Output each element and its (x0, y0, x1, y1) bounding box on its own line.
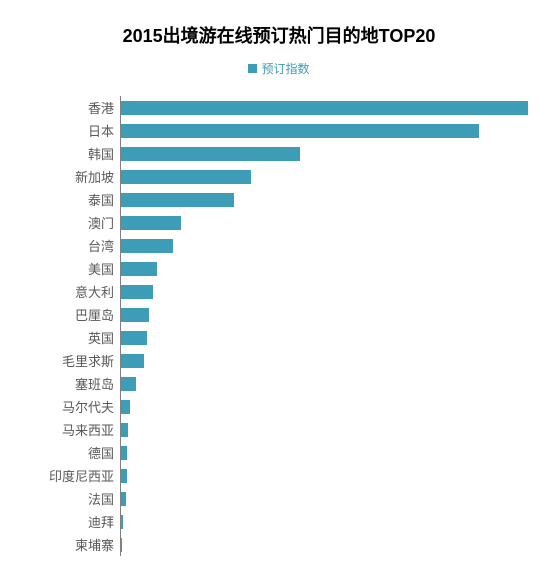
bar (120, 331, 147, 345)
bar-track (120, 510, 528, 533)
y-axis-line (120, 96, 121, 556)
category-label: 美国 (30, 259, 120, 278)
bar (120, 308, 149, 322)
bar (120, 216, 181, 230)
bar-row: 马来西亚 (30, 418, 528, 441)
category-label: 香港 (30, 98, 120, 117)
bar (120, 354, 144, 368)
bar (120, 239, 173, 253)
bar-row: 印度尼西亚 (30, 464, 528, 487)
category-label: 法国 (30, 489, 120, 508)
category-label: 迪拜 (30, 512, 120, 531)
bar (120, 147, 300, 161)
category-label: 巴厘岛 (30, 305, 120, 324)
category-label: 马来西亚 (30, 420, 120, 439)
category-label: 澳门 (30, 213, 120, 232)
bar-row: 新加坡 (30, 165, 528, 188)
category-label: 新加坡 (30, 167, 120, 186)
chart-container: 2015出境游在线预订热门目的地TOP20 预订指数 香港日本韩国新加坡泰国澳门… (0, 0, 558, 584)
category-label: 意大利 (30, 282, 120, 301)
category-label: 毛里求斯 (30, 351, 120, 370)
bar-row: 意大利 (30, 280, 528, 303)
bar (120, 377, 136, 391)
bar-row: 香港 (30, 96, 528, 119)
bar-track (120, 211, 528, 234)
bar-row: 法国 (30, 487, 528, 510)
bar-track (120, 395, 528, 418)
bar-track (120, 188, 528, 211)
bar (120, 124, 479, 138)
category-label: 塞班岛 (30, 374, 120, 393)
bar (120, 446, 127, 460)
bar-row: 英国 (30, 326, 528, 349)
bar-track (120, 372, 528, 395)
bar-row: 毛里求斯 (30, 349, 528, 372)
bar-row: 台湾 (30, 234, 528, 257)
category-label: 柬埔寨 (30, 535, 120, 554)
bar-row: 韩国 (30, 142, 528, 165)
bar-track (120, 280, 528, 303)
bar-track (120, 142, 528, 165)
bar-row: 塞班岛 (30, 372, 528, 395)
bar (120, 423, 128, 437)
bar-track (120, 464, 528, 487)
category-label: 泰国 (30, 190, 120, 209)
bar-row: 德国 (30, 441, 528, 464)
bar-track (120, 326, 528, 349)
bar-track (120, 234, 528, 257)
bar (120, 170, 251, 184)
bar-track (120, 303, 528, 326)
plot-area: 香港日本韩国新加坡泰国澳门台湾美国意大利巴厘岛英国毛里求斯塞班岛马尔代夫马来西亚… (30, 96, 528, 556)
bar-track (120, 96, 528, 119)
bar-row: 柬埔寨 (30, 533, 528, 556)
category-label: 英国 (30, 328, 120, 347)
legend-swatch (248, 64, 257, 73)
bar (120, 101, 528, 115)
bar-row: 澳门 (30, 211, 528, 234)
bar-row: 巴厘岛 (30, 303, 528, 326)
category-label: 德国 (30, 443, 120, 462)
bar-track (120, 257, 528, 280)
category-label: 日本 (30, 121, 120, 140)
bar-rows: 香港日本韩国新加坡泰国澳门台湾美国意大利巴厘岛英国毛里求斯塞班岛马尔代夫马来西亚… (30, 96, 528, 556)
bar (120, 262, 157, 276)
bar-track (120, 349, 528, 372)
bar-row: 迪拜 (30, 510, 528, 533)
legend-item: 预订指数 (248, 60, 309, 77)
category-label: 印度尼西亚 (30, 466, 120, 485)
category-label: 韩国 (30, 144, 120, 163)
bar (120, 193, 234, 207)
category-label: 马尔代夫 (30, 397, 120, 416)
chart-title: 2015出境游在线预订热门目的地TOP20 (30, 22, 528, 48)
bar (120, 400, 130, 414)
legend-label: 预订指数 (261, 60, 309, 77)
bar-row: 泰国 (30, 188, 528, 211)
bar (120, 285, 153, 299)
legend: 预订指数 (30, 60, 528, 78)
bar-track (120, 533, 528, 556)
bar-track (120, 418, 528, 441)
bar-row: 日本 (30, 119, 528, 142)
bar-row: 马尔代夫 (30, 395, 528, 418)
bar-row: 美国 (30, 257, 528, 280)
bar-track (120, 119, 528, 142)
bar-track (120, 487, 528, 510)
bar-track (120, 165, 528, 188)
category-label: 台湾 (30, 236, 120, 255)
bar-track (120, 441, 528, 464)
